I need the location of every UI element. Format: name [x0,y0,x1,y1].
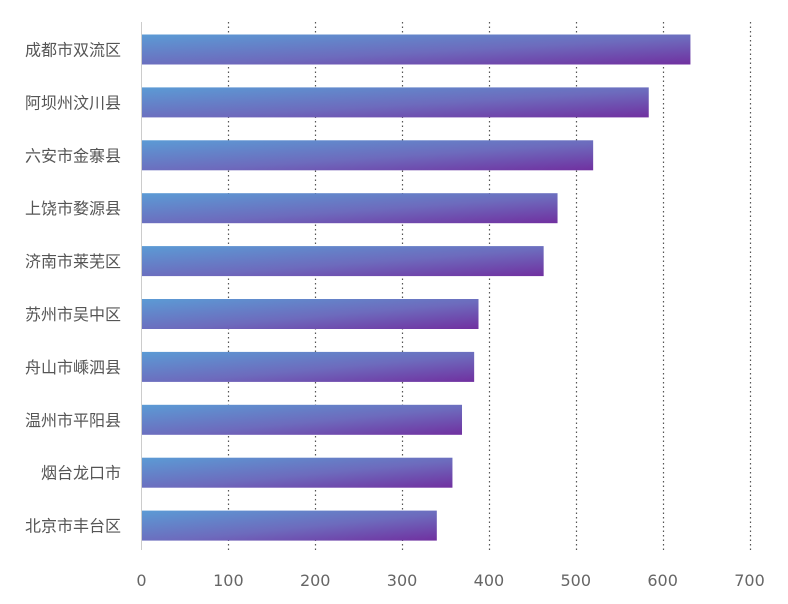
category-label-4: 上饶市婺源县 [25,199,121,218]
x-tick-label-700: 700 [734,571,765,590]
category-label-2: 阿坝州汶川县 [25,93,121,112]
bar-10 [142,510,437,541]
category-label-9: 烟台龙口市 [41,464,121,483]
x-tick-label-100: 100 [213,571,244,590]
bar-2 [142,87,649,118]
bar-6 [142,299,479,329]
category-label-1: 成都市双流区 [25,41,121,60]
category-label-7: 舟山市嵊泗县 [25,358,121,377]
category-label-5: 济南市莱芜区 [25,252,121,271]
x-tick-label-300: 300 [387,571,418,590]
label-layer: 0 100 200 300 400 500 600 700 成都市双流区阿坝州汶川县六安市金寨县… [25,41,765,591]
bar-layer [142,34,691,541]
bar-9 [142,457,453,488]
bar-8 [142,404,463,435]
x-tick-label-600: 600 [647,571,678,590]
bar-1 [142,34,691,65]
category-label-10: 北京市丰台区 [25,517,121,536]
x-tick-label-0: 0 [136,571,146,590]
x-tick-label-500: 500 [561,571,592,590]
bar-5 [142,246,544,277]
category-label-6: 苏州市吴中区 [25,305,121,324]
bar-4 [142,193,558,224]
bar-7 [142,351,475,382]
category-label-8: 温州市平阳县 [25,411,121,430]
category-label-3: 六安市金寨县 [25,146,121,165]
x-tick-label-200: 200 [300,571,331,590]
x-tick-label-400: 400 [474,571,505,590]
bar-3 [142,140,594,171]
